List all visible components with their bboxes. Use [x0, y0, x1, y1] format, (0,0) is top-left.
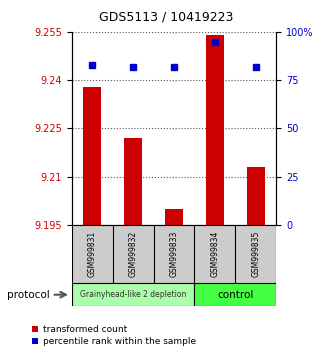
Text: control: control	[217, 290, 254, 300]
Bar	[124, 138, 142, 225]
Bar	[206, 35, 224, 225]
Bar	[194, 283, 276, 306]
Bar	[72, 283, 194, 306]
Bar	[247, 167, 265, 225]
Bar	[83, 86, 101, 225]
Bar	[165, 209, 183, 225]
Text: GSM999832: GSM999832	[129, 231, 138, 277]
Text: GSM999835: GSM999835	[251, 231, 260, 277]
Text: protocol: protocol	[7, 290, 49, 299]
Legend: transformed count, percentile rank within the sample: transformed count, percentile rank withi…	[28, 321, 200, 349]
Text: GSM999834: GSM999834	[210, 231, 219, 277]
Text: GSM999831: GSM999831	[88, 231, 97, 277]
Text: GSM999833: GSM999833	[169, 231, 178, 277]
Text: GDS5113 / 10419223: GDS5113 / 10419223	[99, 11, 234, 24]
Text: Grainyhead-like 2 depletion: Grainyhead-like 2 depletion	[80, 290, 186, 299]
